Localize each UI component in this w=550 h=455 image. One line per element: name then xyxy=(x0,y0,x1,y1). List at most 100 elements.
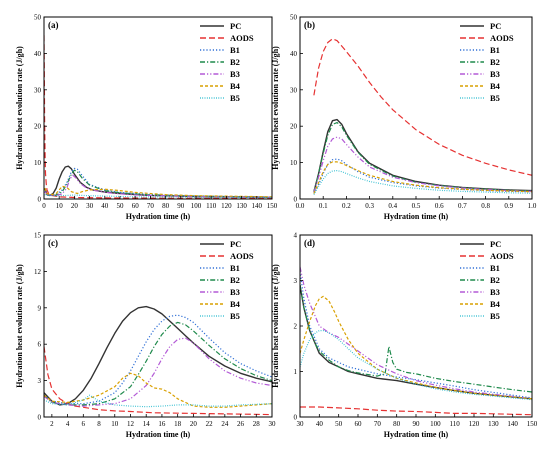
x-tick-label: 110 xyxy=(206,202,217,210)
series-lines xyxy=(313,38,532,195)
x-tick-label: 130 xyxy=(488,420,499,428)
panel-c: 2 4 6 8 10 12 14 16 18 20 22 24 26 28 3003691215Hydrat… xyxy=(15,232,276,440)
series-line-b1 xyxy=(313,158,532,194)
series-line-b1 xyxy=(44,167,272,198)
series-line-aods xyxy=(44,346,272,416)
y-tick-label: 1 xyxy=(294,368,298,376)
x-tick-label: 8 xyxy=(97,420,101,428)
x-tick-label: 2 xyxy=(50,420,54,428)
series-line-aods xyxy=(313,38,532,176)
legend-label-b5: B5 xyxy=(490,311,500,321)
legend-label-b3: B3 xyxy=(230,69,240,79)
y-tick-label: 30 xyxy=(34,86,42,94)
x-tick-label: 20 xyxy=(71,202,79,210)
legend-label-b2: B2 xyxy=(490,57,500,67)
x-tick-label: 140 xyxy=(252,202,263,210)
y-tick-label: 50 xyxy=(34,14,42,22)
series-line-b2 xyxy=(44,321,272,406)
x-tick-label: 0.5 xyxy=(412,202,421,210)
legend-label-pc: PC xyxy=(230,21,241,31)
series-line-b2 xyxy=(44,169,272,198)
series-line-b4 xyxy=(300,295,532,400)
legend-label-aods: AODS xyxy=(230,251,254,261)
y-tick-label: 6 xyxy=(38,341,42,349)
x-tick-label: 80 xyxy=(393,420,401,428)
y-tick-label: 15 xyxy=(34,232,42,240)
y-tick-label: 3 xyxy=(38,377,42,385)
x-tick-label: 80 xyxy=(162,202,170,210)
legend: PC AODS B1 B2 B3 B4 B5 xyxy=(460,239,514,321)
x-tick-label: 150 xyxy=(267,202,278,210)
x-tick-label: 10 xyxy=(111,420,119,428)
legend-label-pc: PC xyxy=(490,21,501,31)
legend-label-b3: B3 xyxy=(490,287,500,297)
y-tick-label: 4 xyxy=(294,232,298,240)
y-tick-label: 10 xyxy=(34,159,42,167)
series-lines xyxy=(44,35,272,199)
x-tick-label: 60 xyxy=(132,202,140,210)
series-line-b5 xyxy=(44,394,272,408)
series-line-b4 xyxy=(44,372,272,408)
x-tick-label: 20 xyxy=(190,420,198,428)
x-tick-label: 130 xyxy=(236,202,247,210)
legend-label-b5: B5 xyxy=(490,93,500,103)
legend-label-b5: B5 xyxy=(230,93,240,103)
legend-label-b3: B3 xyxy=(230,287,240,297)
x-tick-label: 60 xyxy=(355,420,363,428)
panel-d: 30 40 50 60 70 80 90 100 110 120 130 140 150 0 1 2 3 4 Hyd… xyxy=(271,232,538,440)
series-line-b3 xyxy=(44,337,272,407)
x-tick-label: 18 xyxy=(174,420,182,428)
y-tick-label: 9 xyxy=(38,304,42,312)
y-tick-label: 20 xyxy=(34,123,42,131)
y-tick-label: 0 xyxy=(294,196,298,204)
x-tick-label: 40 xyxy=(316,420,324,428)
x-tick-label: 30 xyxy=(86,202,94,210)
series-lines xyxy=(300,266,532,416)
x-tick-label: 110 xyxy=(450,420,461,428)
panel-a: 0 10 20 30 40 50 60 70 80 90 100 110 120 130 140 150 0 10… xyxy=(15,14,278,222)
legend-label-b1: B1 xyxy=(230,45,240,55)
y-tick-label: 50 xyxy=(290,14,298,22)
y-tick-label: 0 xyxy=(38,196,42,204)
series-line-b4 xyxy=(44,185,272,198)
series-line-b1 xyxy=(300,271,532,399)
x-tick-label: 0.8 xyxy=(481,202,490,210)
x-tick-label: 0 xyxy=(42,202,46,210)
x-tick-label: 14 xyxy=(143,420,151,428)
legend-label-b4: B4 xyxy=(490,81,501,91)
plot-frame xyxy=(43,234,273,418)
x-tick-label: 0.2 xyxy=(342,202,351,210)
x-tick-label: 90 xyxy=(177,202,185,210)
series-line-b3 xyxy=(313,136,532,193)
series-line-b5 xyxy=(313,170,532,195)
series-line-b2 xyxy=(313,122,532,192)
series-line-pc xyxy=(313,118,532,192)
legend: PC AODS B1 B2 B3 B4 B5 xyxy=(460,21,514,103)
y-tick-label: 0 xyxy=(38,414,42,422)
x-tick-label: 0.1 xyxy=(319,202,328,210)
legend-label-b4: B4 xyxy=(490,299,501,309)
x-tick-label: 100 xyxy=(430,420,441,428)
y-tick-label: 10 xyxy=(290,159,298,167)
x-tick-label: 140 xyxy=(507,420,518,428)
x-axis-label: Hydration time (h) xyxy=(126,430,191,439)
x-tick-label: 0.6 xyxy=(435,202,444,210)
series-lines xyxy=(44,305,272,416)
x-axis-label: Hydration time (h) xyxy=(384,212,449,221)
x-tick-label: 70 xyxy=(374,420,382,428)
y-tick-label: 30 xyxy=(290,86,298,94)
legend-label-aods: AODS xyxy=(490,251,514,261)
panel-tag: (b) xyxy=(304,20,315,30)
x-tick-label: 1.0 xyxy=(528,202,537,210)
legend-label-aods: AODS xyxy=(490,33,514,43)
legend-label-b1: B1 xyxy=(490,263,500,273)
legend-label-aods: AODS xyxy=(230,33,254,43)
series-line-b2 xyxy=(300,284,532,393)
y-tick-label: 40 xyxy=(34,50,42,58)
legend-label-b5: B5 xyxy=(230,311,240,321)
plot-frame xyxy=(43,16,273,200)
legend-label-b2: B2 xyxy=(230,57,240,67)
x-tick-label: 40 xyxy=(101,202,109,210)
x-tick-label: 28 xyxy=(253,420,261,428)
x-tick-label: 120 xyxy=(469,420,480,428)
